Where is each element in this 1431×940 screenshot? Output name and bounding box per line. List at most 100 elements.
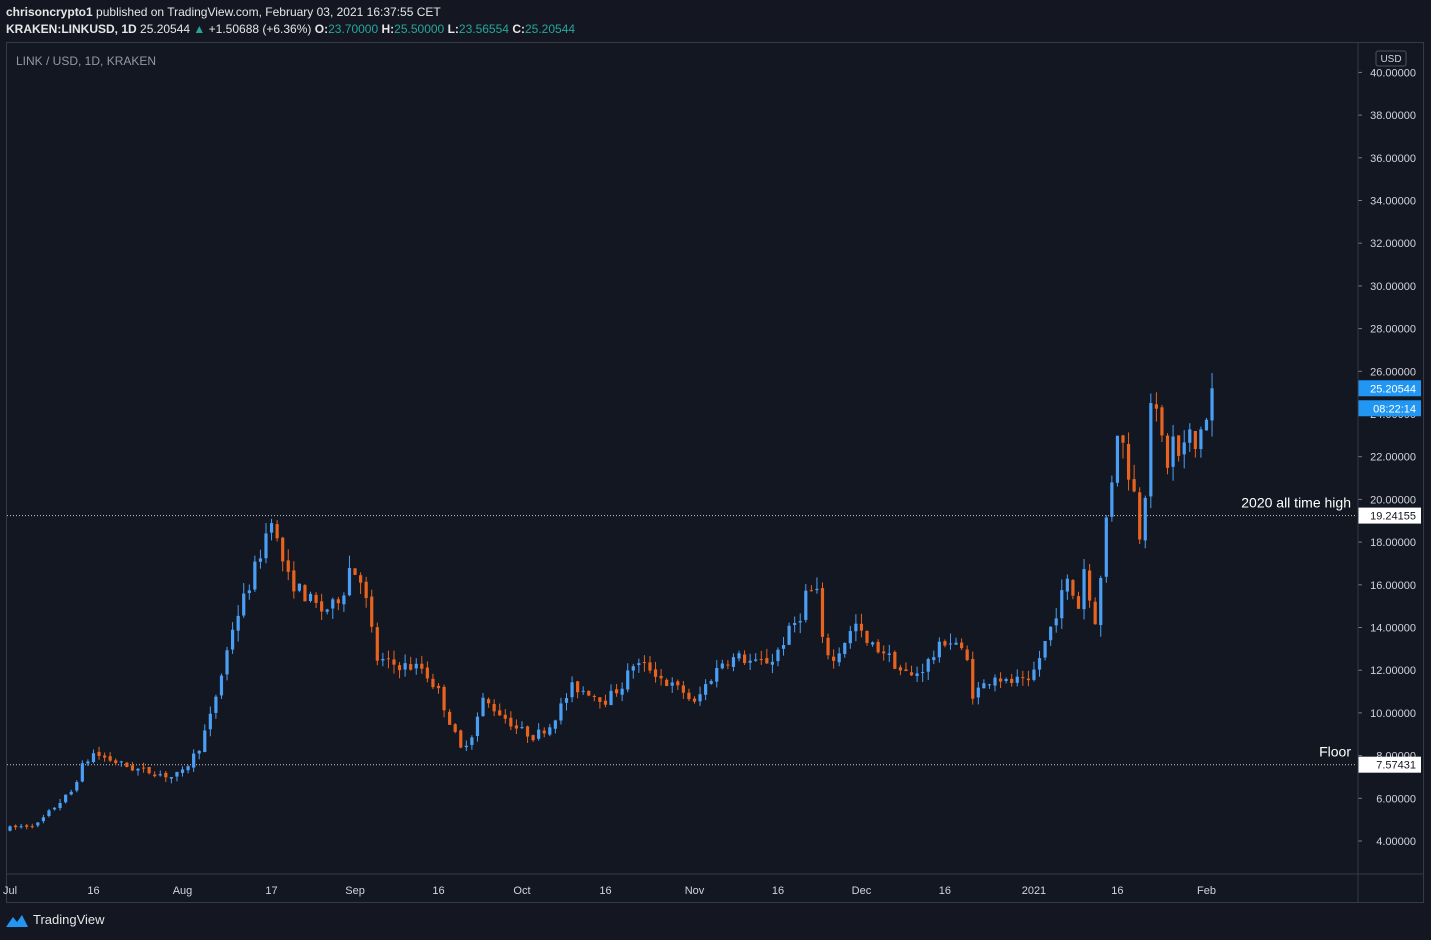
- candle-body: [614, 689, 619, 694]
- candle: [180, 766, 185, 777]
- candle: [837, 647, 841, 667]
- price-tick-label: 14.00000: [1370, 623, 1416, 635]
- candle: [403, 654, 407, 677]
- last-price-tag-box: [1358, 380, 1421, 397]
- candle: [492, 699, 496, 717]
- candle-body: [960, 642, 964, 649]
- candle: [414, 658, 418, 675]
- time-tick-label: 2021: [1022, 885, 1046, 897]
- candle: [1076, 591, 1081, 609]
- candle-body: [1043, 641, 1047, 658]
- candle: [653, 661, 658, 683]
- candle-body: [292, 570, 296, 592]
- currency-badge: USD: [1375, 50, 1407, 67]
- time-tick-label: Dec: [852, 885, 872, 897]
- candle: [787, 622, 791, 646]
- candle: [86, 759, 90, 766]
- candle: [320, 593, 324, 621]
- candle-body: [30, 826, 34, 828]
- candle: [1188, 423, 1192, 452]
- candle-body: [843, 643, 847, 654]
- candle: [1004, 677, 1008, 684]
- candle-body: [1060, 590, 1064, 619]
- price-axis: 4.000006.000008.0000010.0000012.0000014.…: [1358, 50, 1416, 848]
- candle-body: [153, 774, 157, 777]
- candle-body: [1076, 596, 1081, 609]
- countdown-tag: 08:22:14: [1358, 400, 1421, 417]
- candle: [19, 823, 23, 829]
- candle: [475, 712, 480, 742]
- candle-body: [759, 659, 763, 661]
- candle: [676, 679, 680, 691]
- candle-body: [609, 690, 613, 706]
- candle: [286, 549, 290, 581]
- candle-body: [75, 782, 79, 791]
- candle: [303, 584, 307, 602]
- candle: [559, 697, 563, 725]
- candle: [392, 650, 396, 674]
- candle: [297, 583, 301, 593]
- candle-body: [281, 537, 285, 562]
- last-price-tag: 25.20544: [1358, 380, 1421, 397]
- candle: [1149, 393, 1153, 509]
- candle-body: [870, 642, 875, 645]
- candle: [108, 752, 112, 763]
- candle-body: [581, 690, 585, 692]
- candle-body: [141, 767, 146, 769]
- candle: [397, 661, 402, 679]
- price-tick-label: 32.00000: [1370, 238, 1416, 250]
- candle-body: [253, 561, 257, 590]
- candle-body: [58, 803, 62, 808]
- candle-body: [742, 654, 747, 664]
- candle-body: [219, 675, 224, 696]
- candle-body: [793, 623, 797, 626]
- candle: [848, 625, 852, 649]
- footer-brand[interactable]: TradingView: [33, 912, 105, 927]
- candle-body: [698, 694, 702, 702]
- candle: [626, 663, 630, 693]
- candle-body: [748, 660, 752, 663]
- price-tick-label: 22.00000: [1370, 452, 1416, 464]
- chart-frame[interactable]: [6, 42, 1424, 903]
- low-value: 23.56554: [458, 22, 509, 36]
- candle: [1060, 579, 1064, 629]
- candle-body: [436, 685, 441, 689]
- author-name[interactable]: chrisoncrypto1: [6, 5, 93, 19]
- candle-body: [537, 729, 541, 739]
- candle: [993, 674, 997, 692]
- candle-body: [553, 720, 557, 729]
- candle: [776, 647, 780, 667]
- candle: [13, 824, 18, 830]
- candle-body: [1115, 435, 1120, 483]
- candle-body: [804, 590, 808, 620]
- candle-body: [420, 663, 424, 669]
- candle: [620, 682, 624, 702]
- level-price-tag: 19.24155: [1358, 507, 1421, 524]
- price-tick-label: 20.00000: [1370, 494, 1416, 506]
- candle: [58, 798, 62, 811]
- candle-body: [876, 641, 880, 653]
- candle: [1015, 669, 1019, 687]
- candle-body: [492, 704, 496, 712]
- countdown-tag-box: [1358, 400, 1421, 417]
- price-tick-label: 34.00000: [1370, 196, 1416, 208]
- candle-body: [921, 672, 925, 674]
- candle-body: [125, 762, 129, 767]
- candle: [820, 582, 825, 644]
- candle: [197, 750, 201, 760]
- candle-body: [1082, 569, 1086, 610]
- candle-body: [114, 760, 118, 764]
- candle-body: [91, 753, 96, 763]
- candle: [1199, 426, 1203, 458]
- chart-legend: LINK / USD, 1D, KRAKEN: [16, 54, 157, 68]
- candle-body: [1032, 669, 1036, 680]
- candle-body: [1110, 482, 1114, 517]
- candle-body: [247, 590, 251, 594]
- candle: [982, 679, 986, 689]
- candle-body: [197, 750, 201, 754]
- level-price-tag: 7.57431: [1358, 756, 1421, 773]
- candle: [308, 591, 313, 603]
- candle: [809, 585, 813, 592]
- candle-body: [353, 568, 357, 575]
